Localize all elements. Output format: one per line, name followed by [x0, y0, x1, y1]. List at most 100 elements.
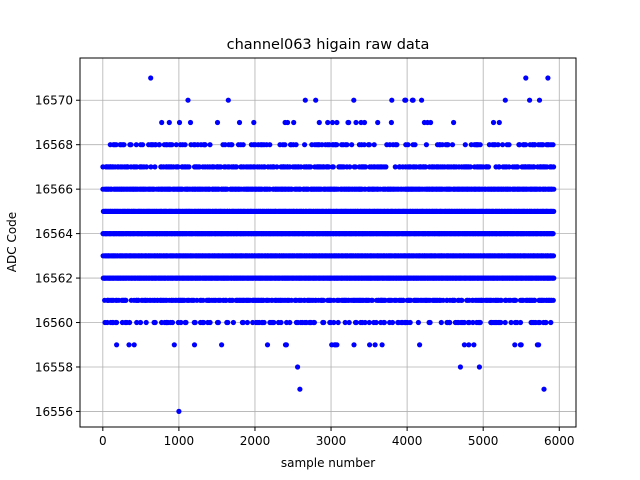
data-point [182, 142, 188, 148]
data-point [550, 231, 556, 237]
y-tick-label: 16560 [35, 316, 73, 330]
data-point [467, 164, 474, 170]
data-point [361, 142, 367, 148]
data-point [523, 75, 529, 81]
data-point [502, 319, 508, 326]
data-point [537, 319, 543, 326]
data-point [148, 75, 154, 81]
data-point [352, 164, 358, 170]
y-tick-label: 16562 [35, 272, 73, 286]
data-point [134, 319, 140, 326]
data-point [513, 297, 519, 303]
data-point [389, 319, 396, 326]
data-point [485, 164, 492, 170]
x-tick-label: 0 [99, 434, 107, 448]
data-point [143, 319, 149, 326]
data-point [545, 75, 551, 81]
data-point [415, 319, 421, 326]
x-tick-label: 2000 [240, 434, 271, 448]
data-point [407, 319, 413, 326]
data-point [207, 142, 213, 148]
data-point [278, 319, 284, 326]
data-point [347, 164, 353, 170]
data-point [367, 342, 373, 348]
data-point [287, 319, 293, 326]
data-point [225, 97, 231, 103]
data-point [113, 142, 119, 148]
data-point [159, 119, 165, 126]
data-point [321, 297, 327, 303]
data-point [334, 142, 340, 148]
data-point [207, 319, 213, 326]
data-point [532, 142, 538, 148]
data-point [349, 142, 355, 148]
data-point [186, 164, 192, 170]
data-point [517, 142, 523, 148]
data-point [371, 142, 377, 148]
data-point [285, 119, 291, 126]
data-point [532, 297, 538, 303]
data-point [372, 342, 378, 348]
data-point [185, 97, 191, 103]
data-point [531, 164, 537, 170]
data-point [156, 142, 162, 148]
data-point [400, 297, 406, 303]
data-point [550, 297, 556, 303]
data-point [313, 97, 319, 103]
data-point [440, 297, 446, 303]
data-point [423, 142, 429, 148]
data-point [506, 142, 512, 148]
data-point [419, 97, 425, 103]
data-point [123, 297, 129, 303]
data-point [445, 142, 451, 148]
data-point [321, 319, 327, 326]
data-point [476, 364, 482, 370]
data-point [342, 319, 348, 326]
data-point [261, 319, 267, 326]
data-point [137, 319, 144, 326]
data-point [176, 408, 182, 414]
data-point [192, 319, 198, 326]
data-point [477, 319, 483, 326]
data-point [229, 142, 235, 148]
data-point [346, 119, 352, 126]
data-point [308, 164, 314, 170]
data-point [233, 164, 240, 170]
data-point [267, 142, 273, 148]
data-point [346, 319, 352, 326]
y-tick-label: 16564 [35, 227, 73, 241]
data-point [251, 119, 257, 126]
y-tick-label: 16570 [35, 94, 73, 108]
data-point [462, 142, 468, 148]
data-point [326, 164, 332, 170]
data-point [394, 142, 400, 148]
data-point [311, 319, 317, 326]
data-point [353, 319, 359, 326]
plot-frame [79, 57, 577, 428]
data-point [379, 342, 385, 348]
data-point [409, 97, 415, 103]
data-point [451, 119, 457, 126]
data-point [166, 119, 172, 126]
data-point [240, 142, 246, 148]
data-point [500, 142, 506, 148]
data-point [551, 275, 557, 281]
data-point [508, 319, 514, 326]
data-point [551, 186, 557, 192]
data-point [523, 142, 529, 148]
data-point [536, 97, 543, 103]
y-tick-label: 16556 [35, 405, 73, 419]
data-point [187, 119, 194, 126]
data-point [178, 319, 184, 326]
data-point [271, 319, 277, 326]
y-tick-label: 16566 [35, 183, 73, 197]
data-points [100, 75, 557, 414]
data-point [297, 386, 303, 392]
data-point [293, 142, 299, 148]
x-axis-label: sample number [281, 456, 375, 470]
data-point [373, 319, 379, 326]
data-point [236, 119, 243, 126]
data-point [427, 319, 433, 326]
data-point [392, 164, 398, 170]
data-point [244, 319, 250, 326]
